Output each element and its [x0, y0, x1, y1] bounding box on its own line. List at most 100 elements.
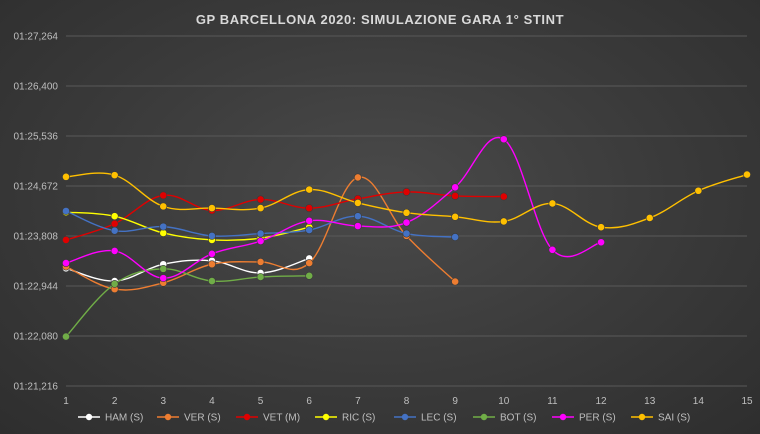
- data-point-lec: [402, 229, 411, 238]
- data-point-vet: [159, 191, 168, 200]
- data-point-sai: [402, 208, 411, 217]
- data-point-sai: [743, 170, 751, 179]
- legend-item-ric: RIC (S): [315, 413, 375, 424]
- y-tick-label: 01:22,944: [14, 282, 59, 293]
- legend-label: VER (S): [184, 413, 221, 424]
- x-tick-label: 15: [741, 396, 753, 407]
- data-point-lec: [110, 226, 119, 235]
- legend-item-bot: BOT (S): [473, 413, 536, 424]
- x-tick-label: 2: [112, 396, 118, 407]
- data-point-ver: [451, 277, 460, 286]
- legend-swatch-marker: [480, 413, 488, 421]
- data-point-sai: [353, 198, 362, 207]
- x-tick-label: 12: [596, 396, 608, 407]
- series-lines: [62, 135, 751, 341]
- data-point-lec: [208, 231, 216, 240]
- data-point-sai: [645, 214, 654, 222]
- data-point-per: [548, 245, 557, 254]
- legend-swatch-marker: [322, 413, 330, 421]
- data-point-vet: [451, 192, 460, 200]
- legend-label: RIC (S): [342, 413, 375, 424]
- data-point-per: [256, 237, 265, 245]
- legend-swatch-marker: [638, 413, 646, 421]
- y-tick-label: 01:24,672: [14, 182, 59, 193]
- series-per: [62, 135, 605, 283]
- data-point-per: [110, 247, 119, 255]
- series-line-vet: [65, 191, 504, 241]
- data-point-sai: [256, 204, 265, 213]
- data-point-per: [159, 274, 168, 283]
- legend-item-per: PER (S): [552, 413, 616, 424]
- legend-item-lec: LEC (S): [394, 413, 457, 424]
- x-tick-label: 9: [452, 396, 458, 407]
- series-line-per: [65, 136, 602, 279]
- series-lec: [62, 207, 460, 241]
- legend-swatch-marker: [85, 413, 93, 421]
- data-point-lec: [305, 226, 314, 234]
- x-tick-label: 4: [209, 396, 215, 407]
- x-tick-label: 11: [547, 396, 558, 407]
- legend-item-ver: VER (S): [157, 413, 221, 424]
- data-point-lec: [256, 229, 265, 238]
- data-point-lec: [62, 207, 70, 215]
- y-axis: 01:21,216 01:22,080 01:22,944 01:23,808 01:2…: [14, 32, 59, 393]
- data-point-per: [62, 259, 70, 267]
- data-point-vet: [402, 188, 411, 196]
- data-point-vet: [256, 195, 265, 204]
- series-line-bot: [65, 268, 310, 338]
- legend-label: HAM (S): [105, 413, 143, 424]
- data-point-bot: [159, 264, 168, 273]
- series-line-ver: [65, 176, 456, 291]
- data-point-bot: [256, 273, 265, 281]
- series-bot: [62, 264, 314, 341]
- data-point-lec: [451, 233, 460, 241]
- legend-label: BOT (S): [500, 413, 536, 424]
- x-tick-label: 10: [498, 396, 510, 407]
- legend-label: VET (M): [263, 413, 300, 424]
- x-tick-label: 6: [306, 396, 312, 407]
- data-point-ver: [353, 173, 362, 182]
- data-point-vet: [62, 236, 70, 244]
- x-tick-label: 3: [161, 396, 167, 407]
- x-tick-label: 14: [693, 396, 705, 407]
- legend-swatch-marker: [164, 413, 172, 421]
- data-point-bot: [110, 280, 119, 288]
- data-point-bot: [62, 332, 70, 341]
- x-axis: 1 2 3 4 5 6 7 8 9 10 11 12 13 14 15: [63, 396, 753, 407]
- y-tick-label: 01:25,536: [14, 132, 59, 143]
- data-point-per: [499, 135, 508, 144]
- data-point-bot: [305, 271, 314, 280]
- data-point-sai: [110, 171, 119, 180]
- legend-swatch-marker: [243, 413, 251, 421]
- legend-item-vet: VET (M): [236, 413, 300, 424]
- y-tick-label: 01:26,400: [14, 82, 59, 93]
- chart-title: GP BARCELLONA 2020: SIMULAZIONE GARA 1° …: [196, 12, 564, 27]
- series-sai: [62, 170, 751, 232]
- data-point-per: [208, 249, 216, 258]
- data-point-sai: [305, 185, 314, 194]
- legend-item-sai: SAI (S): [631, 413, 690, 424]
- legend: HAM (S) VER (S) VET (M) RIC (S) LEC (S) BOT (…: [78, 413, 690, 424]
- data-point-per: [402, 218, 411, 227]
- legend-swatch-marker: [559, 413, 567, 421]
- legend-label: PER (S): [579, 413, 616, 424]
- y-tick-label: 01:23,808: [14, 232, 59, 243]
- x-tick-label: 5: [258, 396, 264, 407]
- data-point-sai: [597, 223, 605, 232]
- y-tick-label: 01:27,264: [14, 32, 59, 43]
- x-tick-label: 1: [63, 396, 69, 407]
- series-line-ric: [65, 211, 310, 242]
- data-point-bot: [208, 277, 216, 285]
- data-point-per: [305, 216, 314, 225]
- legend-item-ham: HAM (S): [78, 413, 143, 424]
- series-line-ham: [65, 257, 310, 282]
- x-tick-label: 7: [355, 396, 361, 407]
- data-point-lec: [353, 212, 362, 221]
- series-ham: [62, 254, 314, 285]
- data-point-ver: [256, 258, 265, 266]
- data-point-lec: [159, 222, 168, 231]
- data-point-sai: [62, 172, 70, 181]
- data-point-vet: [305, 204, 314, 213]
